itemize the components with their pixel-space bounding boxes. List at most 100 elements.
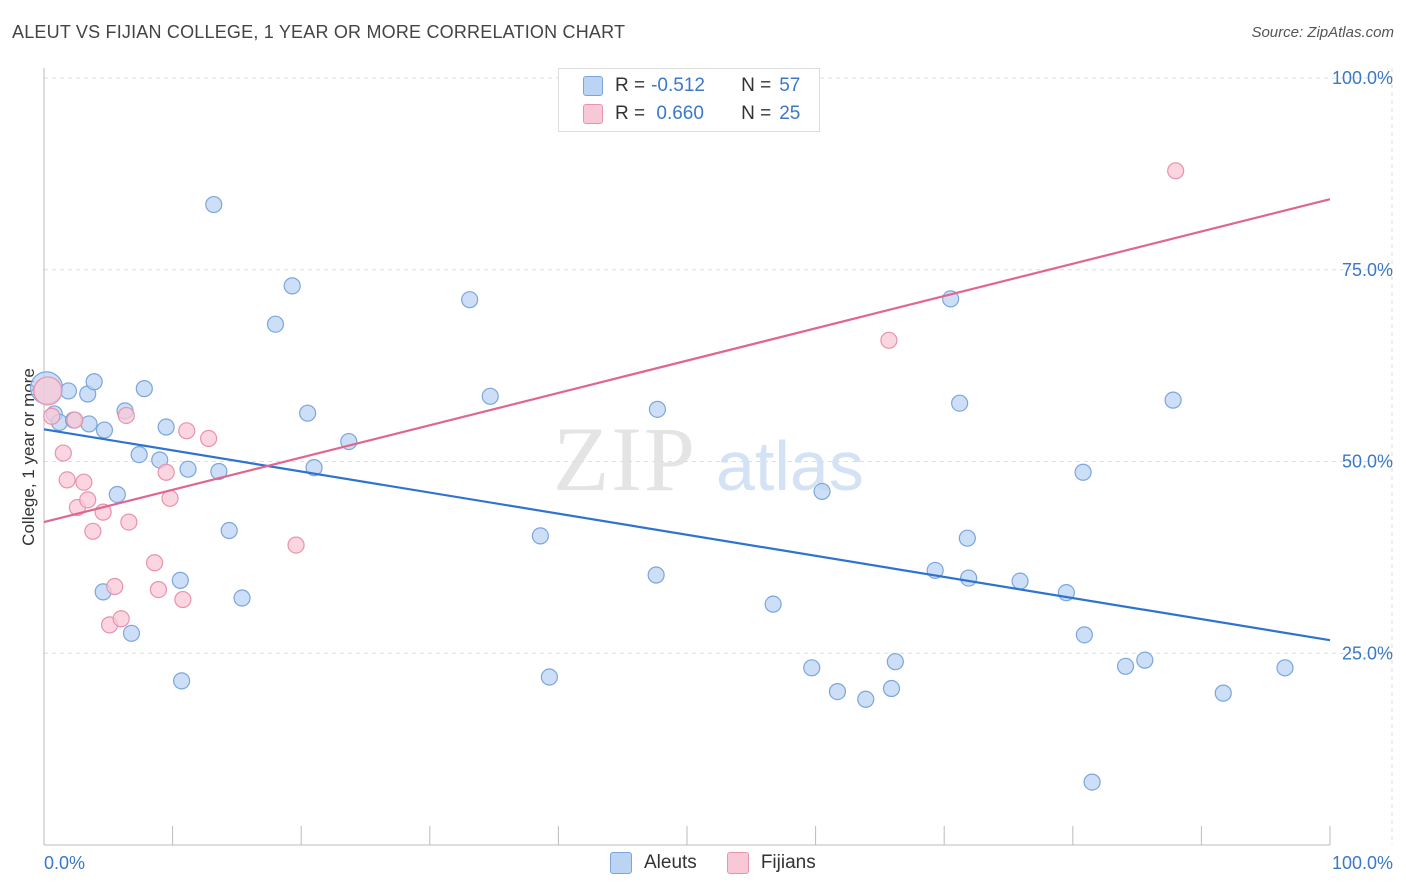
aleut-point bbox=[205, 195, 223, 214]
fijian-point bbox=[149, 580, 168, 599]
aleut-point bbox=[85, 373, 103, 391]
fijian-point bbox=[112, 610, 130, 628]
fijian-point bbox=[1167, 162, 1185, 180]
fijian-point bbox=[117, 406, 135, 425]
aleut-point bbox=[210, 462, 228, 481]
aleut-point bbox=[173, 672, 191, 690]
aleut-point bbox=[1214, 684, 1232, 702]
fijians-r-value: 0.660 bbox=[651, 103, 704, 124]
fijians-r-label: R = bbox=[615, 103, 646, 124]
aleut-point bbox=[461, 291, 479, 309]
fijian-point bbox=[178, 422, 196, 440]
fijian-point bbox=[120, 513, 138, 531]
aleut-point bbox=[481, 387, 499, 405]
aleut-point bbox=[95, 421, 114, 439]
aleut-point bbox=[1083, 773, 1101, 791]
legend-row-aleuts: R = -0.512 N = 57 bbox=[583, 73, 801, 99]
watermark-zip: ZIP bbox=[553, 408, 697, 510]
x-tick-label-max: 100.0% bbox=[1332, 853, 1393, 873]
aleut-point bbox=[882, 679, 901, 698]
aleut-point bbox=[266, 315, 285, 333]
fijian-point bbox=[157, 463, 175, 481]
aleut-point bbox=[122, 624, 141, 642]
aleut-point bbox=[135, 380, 153, 398]
fijian-point bbox=[106, 577, 124, 596]
y-tick-label: 75.0% bbox=[1342, 260, 1393, 280]
legend-row-fijians: R = 0.660 N = 25 bbox=[583, 101, 801, 127]
aleuts-n-value: 57 bbox=[779, 75, 801, 96]
fijian-point bbox=[174, 590, 192, 609]
aleut-point bbox=[1075, 626, 1093, 644]
fijians-legend-swatch bbox=[726, 852, 749, 874]
fijians-n-label: N = bbox=[741, 103, 772, 124]
aleut-point bbox=[813, 482, 831, 501]
aleut-point bbox=[764, 595, 782, 613]
aleut-point bbox=[857, 690, 875, 708]
fijian-point bbox=[79, 491, 97, 509]
fijian-point bbox=[200, 429, 218, 448]
fijian-point bbox=[84, 522, 102, 540]
aleut-point bbox=[233, 589, 251, 607]
aleut-point bbox=[299, 404, 317, 422]
aleut-point bbox=[179, 460, 197, 478]
aleut-point bbox=[531, 527, 549, 545]
fijian-point bbox=[58, 471, 76, 489]
watermark-atlas: atlas bbox=[716, 427, 864, 505]
fijian-point bbox=[66, 411, 84, 429]
correlation-legend: R = -0.512 N = 57 R = 0.660 N = 25 bbox=[558, 68, 820, 132]
aleut-point bbox=[648, 400, 667, 418]
x-tick-label-min: 0.0% bbox=[44, 853, 85, 873]
aleut-point bbox=[305, 459, 323, 477]
aleut-point bbox=[960, 569, 978, 587]
aleut-point bbox=[1164, 391, 1182, 409]
fijians-legend-label: Fijians bbox=[760, 852, 816, 873]
fijian-point bbox=[75, 473, 93, 491]
aleut-point bbox=[1116, 657, 1135, 675]
fijian-point bbox=[54, 444, 72, 462]
fijians-swatch bbox=[583, 104, 603, 124]
fijian-point bbox=[287, 536, 305, 554]
legend-item-aleuts: Aleuts bbox=[610, 852, 697, 874]
aleut-point bbox=[157, 418, 175, 436]
aleut-point bbox=[828, 682, 847, 701]
aleuts-n-label: N = bbox=[741, 75, 772, 96]
aleut-point bbox=[1011, 572, 1029, 590]
aleut-point bbox=[220, 521, 238, 540]
legend-item-fijians: Fijians bbox=[726, 852, 816, 874]
aleut-point bbox=[958, 529, 976, 547]
aleut-point bbox=[171, 571, 189, 589]
aleut-point bbox=[886, 653, 904, 671]
aleut-point bbox=[1276, 659, 1294, 677]
chart-title: ALEUT VS FIJIAN COLLEGE, 1 YEAR OR MORE … bbox=[12, 22, 626, 42]
y-axis-label: College, 1 year or more bbox=[19, 368, 38, 546]
aleut-point bbox=[130, 445, 148, 464]
fijian-point bbox=[880, 331, 898, 349]
aleut-point bbox=[803, 659, 821, 677]
aleut-point bbox=[80, 415, 98, 433]
source-label: Source: ZipAtlas.com bbox=[1251, 24, 1394, 41]
aleut-point bbox=[59, 382, 78, 400]
series-legend: Aleuts Fijians bbox=[610, 850, 846, 876]
aleuts-r-label: R = bbox=[615, 75, 646, 96]
aleut-point bbox=[108, 485, 126, 504]
aleut-point bbox=[1074, 463, 1092, 481]
fijians-n-value: 25 bbox=[779, 103, 801, 124]
aleuts-r-value: -0.512 bbox=[651, 75, 705, 96]
fijian-point bbox=[145, 554, 164, 572]
aleut-point bbox=[540, 668, 558, 686]
fijian-point bbox=[43, 407, 61, 425]
y-tick-label: 100.0% bbox=[1332, 68, 1393, 88]
aleut-point bbox=[951, 394, 969, 412]
aleuts-legend-swatch bbox=[610, 852, 632, 874]
aleuts-legend-label: Aleuts bbox=[644, 852, 697, 873]
aleut-point bbox=[647, 566, 665, 584]
aleuts-swatch bbox=[583, 76, 603, 96]
fijian-trend-line bbox=[43, 198, 1331, 524]
aleut-point bbox=[1136, 651, 1154, 669]
fijian-point bbox=[33, 376, 63, 406]
aleut-point bbox=[283, 277, 301, 295]
y-tick-label: 25.0% bbox=[1342, 643, 1393, 663]
aleut-trend-line bbox=[43, 428, 1331, 642]
y-tick-label: 50.0% bbox=[1342, 452, 1393, 472]
